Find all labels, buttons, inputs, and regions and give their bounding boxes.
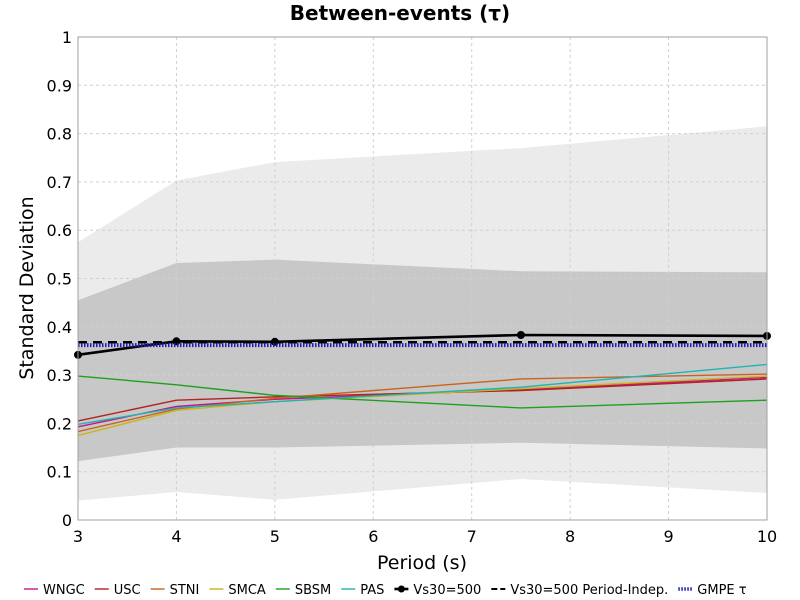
- legend: WNGC USC STNI SMCA SBSM PAS Vs30=500 Vs30=500 P…: [24, 583, 747, 598]
- x-tick-label: 6: [368, 527, 378, 546]
- plot-border: [77, 36, 768, 521]
- x-tick-label: 9: [663, 527, 673, 546]
- y-tick-label: 0.9: [47, 76, 72, 95]
- legend-item-sbsm: SBSM: [275, 583, 331, 598]
- x-tick-label: 8: [565, 527, 575, 546]
- legend-item-gmpe: GMPE τ: [678, 583, 747, 598]
- series-line-usc: [77, 378, 768, 422]
- legend-item-vs30-500: Vs30=500: [394, 583, 481, 598]
- y-tick-label: 0.8: [47, 125, 72, 144]
- y-axis-label: Standard Deviation: [16, 196, 38, 379]
- x-axis-label: Period (s): [377, 552, 467, 574]
- x-tick-label: 5: [270, 527, 280, 546]
- y-tick-label: 0: [62, 511, 72, 530]
- legend-label: SBSM: [295, 583, 331, 598]
- legend-label: Vs30=500 Period-Indep.: [510, 583, 668, 598]
- legend-label: USC: [114, 583, 141, 598]
- legend-label: WNGC: [43, 583, 85, 598]
- series-point-vs30-500: [516, 331, 525, 340]
- x-tick-label: 3: [73, 527, 83, 546]
- legend-item-smca: SMCA: [209, 583, 266, 598]
- y-tick-label: 0.1: [47, 463, 72, 482]
- legend-item-usc: USC: [94, 583, 141, 598]
- y-tick-label: 0.7: [47, 173, 72, 192]
- series-line-sbsm: [77, 375, 768, 409]
- y-tick-label: 0.6: [47, 221, 72, 240]
- x-tick-label: 10: [757, 527, 777, 546]
- y-tick-label: 1: [62, 28, 72, 47]
- legend-item-pas: PAS: [341, 583, 384, 598]
- y-tick-label: 0.5: [47, 270, 72, 289]
- x-tick-label: 7: [467, 527, 477, 546]
- legend-label: SMCA: [228, 583, 266, 598]
- legend-item-wngc: WNGC: [24, 583, 85, 598]
- y-tick-label: 0.4: [47, 318, 72, 337]
- band-1: [78, 259, 767, 462]
- y-axis-ticks: 0 0.1 0.2 0.3 0.4 0.5 0.6 0.7 0.8 0.9 1: [47, 28, 72, 530]
- legend-marker: [397, 585, 405, 593]
- x-tick-label: 4: [171, 527, 181, 546]
- series-lines: [74, 331, 771, 437]
- chart-title: Between-events (τ): [290, 1, 510, 25]
- x-axis-ticks: 3 4 5 6 7 8 9 10: [73, 527, 777, 546]
- legend-label: GMPE τ: [697, 583, 746, 598]
- legend-label: STNI: [170, 583, 200, 598]
- spread-bands: [78, 126, 767, 501]
- y-tick-label: 0.3: [47, 366, 72, 385]
- legend-item-vs30-500-period-indep: Vs30=500 Period-Indep.: [491, 583, 668, 598]
- legend-label: Vs30=500: [413, 583, 481, 598]
- series-line-pas: [77, 363, 768, 426]
- plot-frame: [77, 36, 768, 521]
- y-tick-label: 0.2: [47, 414, 72, 433]
- legend-item-stni: STNI: [150, 583, 200, 598]
- legend-label: PAS: [360, 583, 384, 598]
- series-line-stni: [77, 373, 768, 433]
